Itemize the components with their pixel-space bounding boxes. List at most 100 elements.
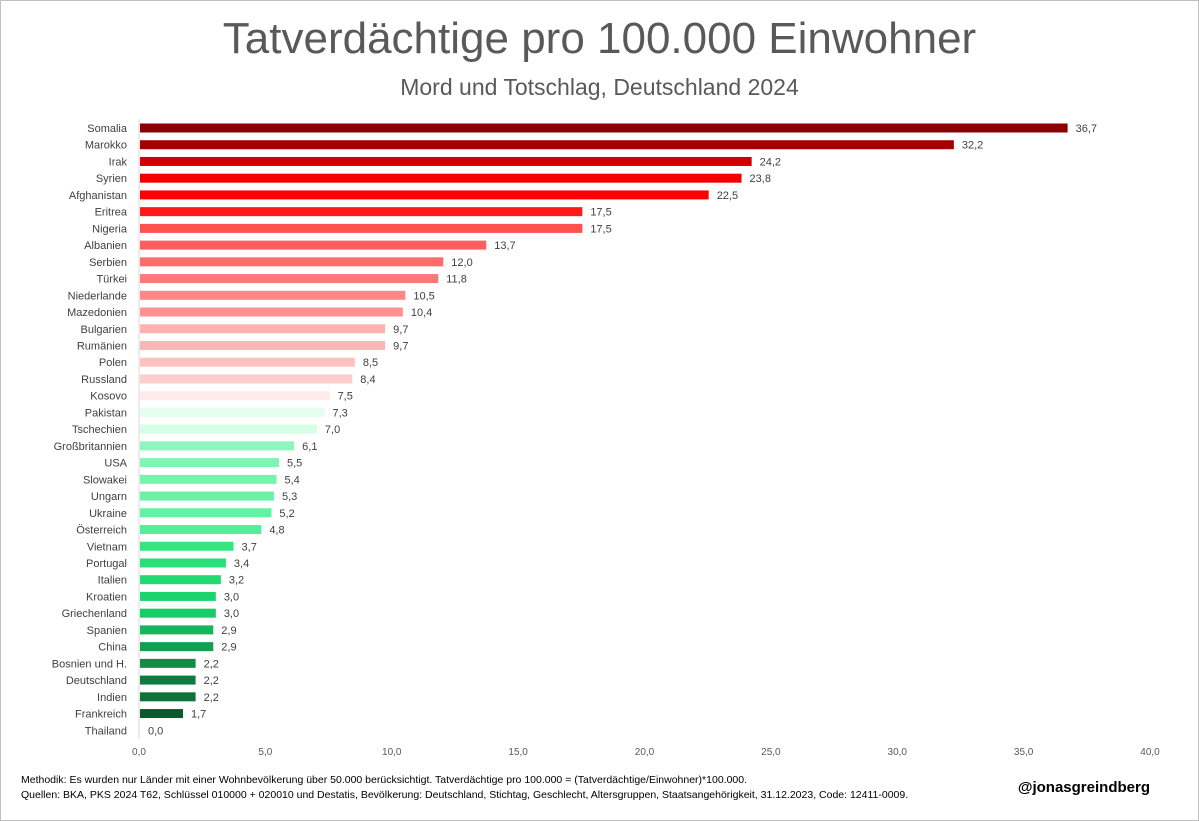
- category-label: Griechenland: [62, 608, 127, 620]
- bar: [140, 407, 325, 417]
- category-label: Niederlande: [68, 290, 127, 302]
- category-label: Tschechien: [72, 424, 127, 436]
- bar: [140, 340, 386, 350]
- sources-note: Quellen: BKA, PKS 2024 T62, Schlüssel 01…: [21, 789, 909, 801]
- footnote: Methodik: Es wurden nur Länder mit einer…: [21, 773, 1001, 803]
- value-label: 2,2: [204, 658, 219, 670]
- category-label: Türkei: [96, 274, 127, 286]
- value-label: 24,2: [760, 156, 781, 168]
- value-label: 36,7: [1076, 123, 1097, 135]
- bar: [140, 591, 216, 601]
- bar: [140, 658, 196, 668]
- value-label: 22,5: [717, 190, 738, 202]
- value-label: 3,0: [224, 608, 239, 620]
- value-label: 13,7: [494, 240, 515, 252]
- value-label: 2,9: [221, 642, 236, 654]
- category-label: Spanien: [87, 625, 127, 637]
- category-label: Portugal: [86, 558, 127, 570]
- category-label: China: [98, 642, 128, 654]
- bar: [140, 675, 196, 685]
- bar: [140, 642, 214, 652]
- value-label: 7,0: [325, 424, 340, 436]
- value-label: 10,4: [411, 307, 432, 319]
- bar: [140, 625, 214, 635]
- category-label: Polen: [99, 357, 127, 369]
- category-label: Frankreich: [75, 709, 127, 721]
- bar: [140, 525, 262, 535]
- bar: [140, 240, 487, 250]
- value-label: 2,9: [221, 625, 236, 637]
- category-label: Thailand: [85, 725, 127, 737]
- category-label: Kroatien: [86, 591, 127, 603]
- x-tick-label: 35,0: [1014, 747, 1034, 758]
- bar: [140, 307, 403, 317]
- bar: [140, 391, 330, 401]
- value-label: 7,3: [333, 407, 348, 419]
- category-label: Ungarn: [91, 491, 127, 503]
- category-label: Indien: [97, 692, 127, 704]
- bar: [140, 173, 742, 183]
- bar: [140, 474, 277, 484]
- value-label: 32,2: [962, 140, 983, 152]
- category-label: Eritrea: [95, 207, 128, 219]
- bar: [140, 207, 583, 217]
- category-label: Kosovo: [90, 391, 127, 403]
- x-tick-label: 10,0: [382, 747, 402, 758]
- value-label: 7,5: [338, 391, 353, 403]
- category-label: Nigeria: [92, 223, 128, 235]
- x-tick-label: 30,0: [888, 747, 908, 758]
- value-label: 6,1: [302, 441, 317, 453]
- value-label: 10,5: [413, 290, 434, 302]
- value-label: 5,5: [287, 458, 302, 470]
- category-label: Bulgarien: [81, 324, 127, 336]
- x-tick-label: 20,0: [635, 747, 655, 758]
- bar: [140, 290, 406, 300]
- value-label: 3,2: [229, 575, 244, 587]
- value-label: 3,4: [234, 558, 249, 570]
- value-label: 17,5: [590, 207, 611, 219]
- x-tick-label: 0,0: [132, 747, 146, 758]
- chart-subtitle: Mord und Totschlag, Deutschland 2024: [400, 74, 799, 100]
- author-handle: @jonasgreindberg: [1017, 779, 1150, 796]
- category-label: Bosnien und H.: [52, 658, 127, 670]
- bar: [140, 441, 295, 451]
- value-label: 5,2: [279, 508, 294, 520]
- bar: [140, 357, 355, 367]
- category-label: Syrien: [96, 173, 127, 185]
- value-label: 17,5: [590, 223, 611, 235]
- method-note: Methodik: Es wurden nur Länder mit einer…: [21, 774, 748, 786]
- category-label: USA: [104, 458, 127, 470]
- x-tick-label: 5,0: [258, 747, 272, 758]
- bar: [140, 257, 444, 267]
- bar: [140, 692, 196, 702]
- bar: [140, 608, 216, 618]
- value-label: 8,5: [363, 357, 378, 369]
- category-label: Rumänien: [77, 340, 127, 352]
- category-label: Deutschland: [66, 675, 127, 687]
- x-tick-label: 40,0: [1140, 747, 1160, 758]
- bar: [140, 123, 1068, 133]
- value-label: 3,0: [224, 591, 239, 603]
- bar: [140, 541, 234, 551]
- value-label: 2,2: [204, 675, 219, 687]
- category-label: Somalia: [87, 123, 128, 135]
- bar: [140, 709, 183, 719]
- bar: [140, 324, 386, 334]
- bar: [140, 458, 280, 468]
- category-label: Afghanistan: [69, 190, 127, 202]
- category-label: Albanien: [84, 240, 127, 252]
- category-label: Pakistan: [85, 407, 127, 419]
- bar: [140, 140, 954, 150]
- value-label: 2,2: [204, 692, 219, 704]
- bar: [140, 190, 709, 200]
- category-label: Großbritannien: [54, 441, 127, 453]
- category-label: Russland: [81, 374, 127, 386]
- category-label: Vietnam: [87, 541, 127, 553]
- category-label: Slowakei: [83, 474, 127, 486]
- value-label: 0,0: [148, 725, 163, 737]
- value-label: 23,8: [750, 173, 771, 185]
- x-tick-label: 15,0: [508, 747, 528, 758]
- value-label: 9,7: [393, 324, 408, 336]
- bar: [140, 558, 226, 568]
